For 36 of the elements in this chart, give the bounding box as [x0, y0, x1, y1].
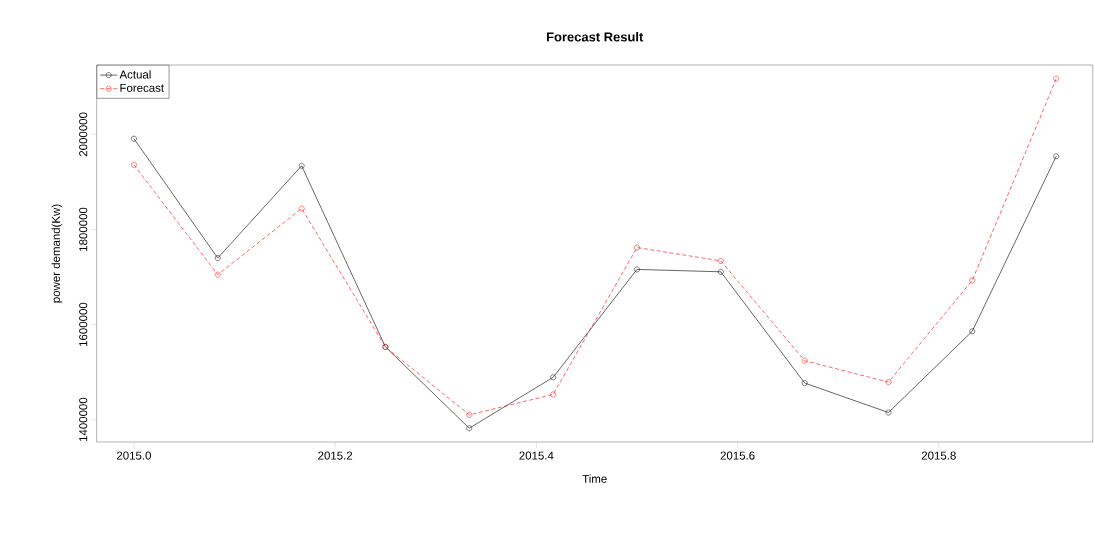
y-tick-label: 1600000 — [79, 302, 88, 346]
point — [634, 244, 640, 251]
x-tick-label: 2015.8 — [921, 451, 956, 460]
point — [214, 255, 221, 261]
point — [466, 425, 473, 432]
point — [214, 271, 221, 278]
legend-label: Actual — [119, 70, 151, 79]
y-tick-label: 1400000 — [79, 397, 88, 442]
point — [298, 205, 305, 212]
point — [885, 379, 892, 385]
point — [550, 391, 556, 398]
point — [969, 328, 976, 335]
point — [298, 162, 305, 169]
point — [1053, 75, 1060, 82]
point — [885, 409, 892, 416]
point — [1053, 153, 1060, 160]
legend-label: Forecast — [120, 83, 164, 92]
point — [801, 357, 808, 364]
point — [466, 412, 473, 418]
y-tick-label: 2000000 — [79, 112, 88, 157]
x-tick-label: 2015.6 — [720, 451, 755, 460]
point — [131, 161, 137, 168]
point — [801, 380, 808, 386]
x-axis-title: Time — [582, 474, 607, 483]
point — [969, 277, 976, 284]
point — [717, 258, 724, 264]
x-tick-label: 2015.0 — [116, 451, 151, 460]
x-tick-label: 2015.4 — [519, 451, 554, 460]
y-axis-title: power demand(Kw) — [51, 204, 63, 303]
point — [131, 135, 137, 142]
x-tick-label: 2015.2 — [318, 451, 353, 460]
point — [550, 374, 556, 381]
point — [634, 266, 640, 273]
chart-title: Forecast Result — [546, 31, 644, 42]
y-tick-label: 1800000 — [79, 207, 88, 251]
point — [717, 268, 724, 275]
